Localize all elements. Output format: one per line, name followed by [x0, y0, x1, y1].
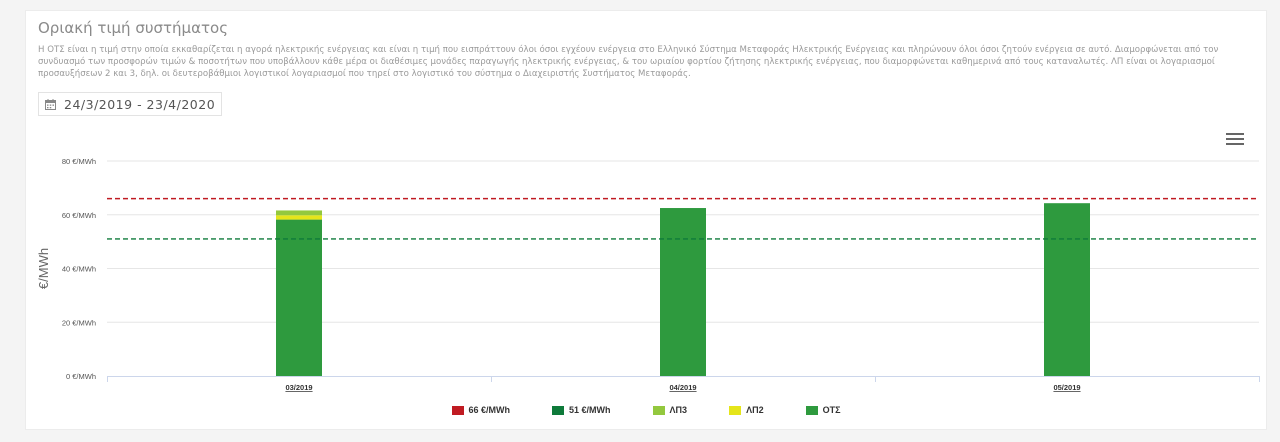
date-range-value: 24/3/2019 - 23/4/2020 [64, 96, 216, 112]
legend-item[interactable]: ΟΤΣ [805, 405, 841, 415]
legend-label: 66 €/MWh [468, 405, 511, 415]
y-tick-label: 20 €/MWh [62, 318, 96, 327]
legend-label: 51 €/MWh [569, 405, 611, 415]
legend-swatch [451, 405, 464, 415]
bar-ΟΤΣ-03/2019 [276, 219, 322, 376]
bar-ΟΤΣ-05/2019 [1044, 203, 1090, 376]
x-tick-label: 03/2019 [285, 383, 312, 392]
chart-description: Η ΟΤΣ είναι η τιμή στην οποία εκκαθαρίζε… [38, 45, 1219, 79]
bar-ΛΠ3-03/2019 [276, 210, 322, 216]
date-range-picker[interactable]: 24/3/2019 - 23/4/2020 [38, 92, 222, 116]
bar-ΛΠ2-03/2019 [276, 215, 322, 220]
calendar-icon [45, 98, 56, 110]
chart-title: Οριακή τιμή συστήματος [38, 19, 229, 37]
legend-label: ΛΠ3 [669, 405, 688, 415]
y-tick-label: 40 €/MWh [62, 265, 96, 274]
y-tick-label: 80 €/MWh [62, 157, 96, 166]
y-axis-title: €/MWh [36, 248, 51, 289]
chart-card: Οριακή τιμή συστήματος Η ΟΤΣ είναι η τιμ… [25, 10, 1267, 430]
legend-swatch [729, 405, 742, 415]
bar-chart: 0 €/MWh 20 €/MWh 40 €/MWh 60 €/MWh 80 €/MWh €… [36, 157, 1260, 392]
y-tick-label: 60 €/MWh [62, 211, 96, 220]
bar-ΟΤΣ-04/2019 [660, 208, 706, 376]
legend-label: ΟΤΣ [822, 405, 841, 415]
legend-swatch [652, 405, 665, 415]
legend-swatch [805, 405, 818, 415]
y-tick-label: 0 €/MWh [66, 372, 96, 381]
legend-label: ΛΠ2 [746, 405, 764, 415]
legend-item[interactable]: ΛΠ3 [652, 405, 688, 415]
legend-swatch [552, 405, 565, 415]
legend-item[interactable]: 51 €/MWh [552, 405, 611, 415]
legend-item[interactable]: 66 €/MWh [451, 405, 511, 415]
x-tick-label: 05/2019 [1053, 383, 1080, 392]
x-tick-label: 04/2019 [669, 383, 696, 392]
chart-legend: 66 €/MWh 51 €/MWh ΛΠ3 ΛΠ2 ΟΤΣ [26, 405, 1266, 415]
legend-item[interactable]: ΛΠ2 [729, 405, 764, 415]
hamburger-menu-icon[interactable] [1226, 133, 1244, 147]
